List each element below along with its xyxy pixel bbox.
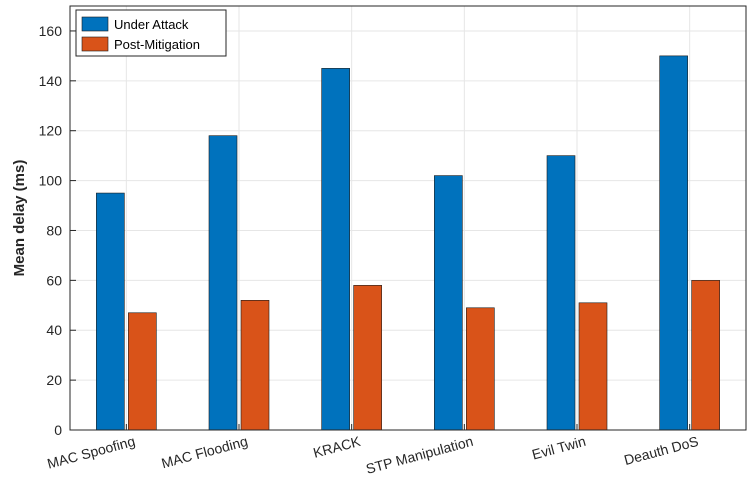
- x-tick-label: KRACK: [311, 433, 362, 461]
- bar-post-mitigation: [691, 280, 720, 431]
- x-tick-label: MAC Flooding: [160, 433, 250, 471]
- legend: Under Attack Post-Mitigation: [75, 9, 227, 57]
- bar-under-attack: [659, 55, 688, 431]
- bar-post-mitigation: [353, 285, 382, 431]
- x-tick-label: Deauth DoS: [622, 433, 700, 468]
- grid-lines: [70, 6, 746, 431]
- y-tick-label: 140: [39, 73, 63, 89]
- y-tick-label: 160: [39, 23, 63, 39]
- y-axis-label: Mean delay (ms): [11, 160, 28, 277]
- legend-swatch: [81, 16, 109, 32]
- y-tick-label: 0: [54, 422, 62, 438]
- y-axis-ticks: 0 20 40 60 80 100 120 140 160: [39, 23, 76, 438]
- bars: [96, 55, 720, 431]
- y-tick-label: 80: [46, 222, 62, 238]
- y-tick-label: 40: [46, 322, 62, 338]
- bar-under-attack: [96, 192, 125, 431]
- x-tick-label: MAC Spoofing: [45, 433, 136, 472]
- x-axis-ticks: MAC Spoofing MAC Flooding KRACK STP Manipul…: [45, 424, 700, 477]
- bar-under-attack: [321, 68, 350, 431]
- legend-label: Post-Mitigation: [114, 37, 200, 52]
- legend-label: Under Attack: [114, 17, 189, 32]
- x-tick-label: STP Manipulation: [364, 433, 475, 477]
- y-tick-label: 20: [46, 372, 62, 388]
- y-tick-label: 100: [39, 173, 63, 189]
- y-tick-label: 120: [39, 123, 63, 139]
- bar-under-attack: [208, 135, 238, 431]
- bar-post-mitigation: [128, 312, 157, 431]
- bar-under-attack: [434, 175, 463, 431]
- bar-post-mitigation: [466, 307, 495, 431]
- bar-post-mitigation: [240, 300, 270, 431]
- plot-frame: [69, 5, 747, 431]
- bar-under-attack: [546, 155, 576, 431]
- x-tick-label: Evil Twin: [530, 433, 587, 463]
- bar-post-mitigation: [578, 302, 608, 431]
- y-tick-label: 60: [46, 272, 62, 288]
- legend-swatch: [81, 36, 109, 52]
